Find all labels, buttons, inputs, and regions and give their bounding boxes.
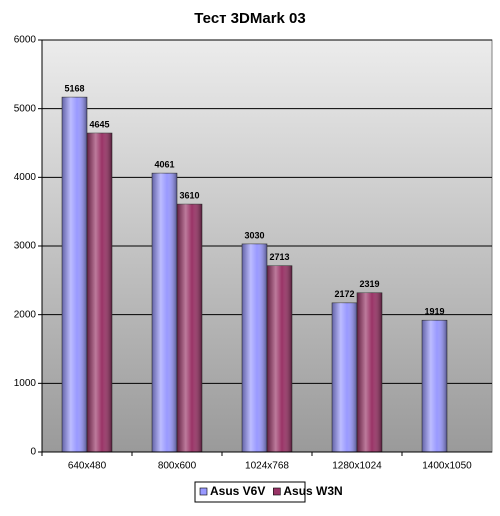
bar-shade — [242, 243, 267, 452]
chart-title: Тест 3DMark 03 — [194, 10, 305, 27]
y-tick-label: 0 — [30, 447, 36, 458]
x-tick-label: 800x600 — [158, 461, 197, 472]
y-tick-label: 2000 — [14, 309, 37, 320]
value-label: 3610 — [179, 190, 199, 200]
value-label: 2713 — [269, 252, 289, 262]
y-tick-label: 1000 — [14, 378, 37, 389]
value-label: 4061 — [154, 160, 174, 170]
x-tick-label: 1024x768 — [245, 461, 289, 472]
bar-shade — [62, 97, 87, 452]
bar-shade — [267, 265, 292, 452]
value-label: 3030 — [244, 230, 264, 240]
value-label: 2319 — [359, 279, 379, 289]
bar-shade — [332, 302, 357, 452]
y-tick-label: 4000 — [14, 172, 37, 183]
value-label: 5168 — [64, 84, 84, 94]
bar-shade — [357, 292, 382, 452]
legend-swatch — [199, 487, 208, 496]
value-label: 1919 — [424, 307, 444, 317]
y-tick-label: 6000 — [14, 35, 37, 46]
x-tick-label: 1400x1050 — [422, 461, 472, 472]
bar-shade — [422, 320, 447, 452]
bar-shade — [152, 173, 177, 453]
x-tick-label: 1280x1024 — [332, 461, 382, 472]
bar-shade — [177, 204, 202, 452]
legend-label: Asus V6V — [210, 484, 265, 498]
legend-swatch — [273, 487, 281, 496]
value-label: 2172 — [334, 289, 354, 299]
bar-shade — [87, 133, 112, 452]
value-label: 4645 — [89, 119, 109, 129]
y-tick-label: 5000 — [14, 103, 37, 114]
x-tick-label: 640x480 — [68, 461, 107, 472]
legend-label: Asus W3N — [283, 484, 342, 498]
legend-box — [194, 481, 306, 503]
y-tick-label: 3000 — [14, 241, 37, 252]
